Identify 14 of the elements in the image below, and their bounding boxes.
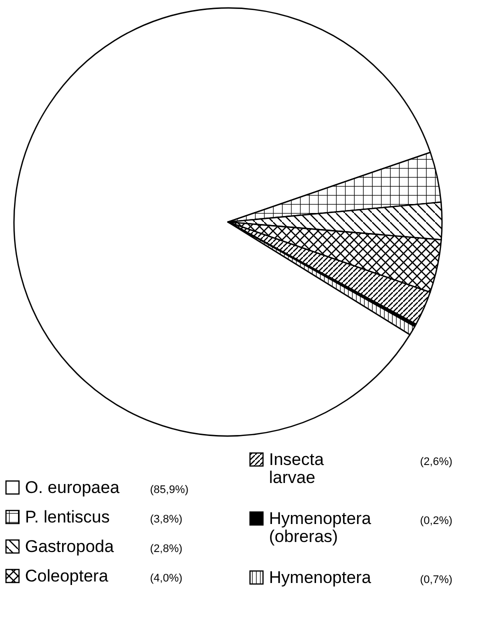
legend-label: P. lentiscus bbox=[25, 508, 110, 526]
legend-label: Hymenoptera (obreras) bbox=[269, 509, 372, 546]
legend-label: O. europaea bbox=[25, 478, 120, 497]
data-label: (4,0%) bbox=[150, 572, 182, 584]
data-label: (0,2%) bbox=[420, 515, 452, 527]
data-label: (2,6%) bbox=[420, 456, 452, 468]
data-label: (2,8%) bbox=[150, 543, 182, 555]
data-label: (0,7%) bbox=[420, 574, 452, 586]
legend-label: Gastropoda bbox=[25, 537, 114, 556]
legend-label: Coleoptera bbox=[25, 566, 109, 586]
legend-label: Hymenoptera bbox=[269, 568, 372, 587]
data-label: (85,9%) bbox=[150, 484, 189, 496]
legend-label: Insecta larvae bbox=[269, 450, 324, 487]
data-label: (3,8%) bbox=[150, 514, 182, 526]
